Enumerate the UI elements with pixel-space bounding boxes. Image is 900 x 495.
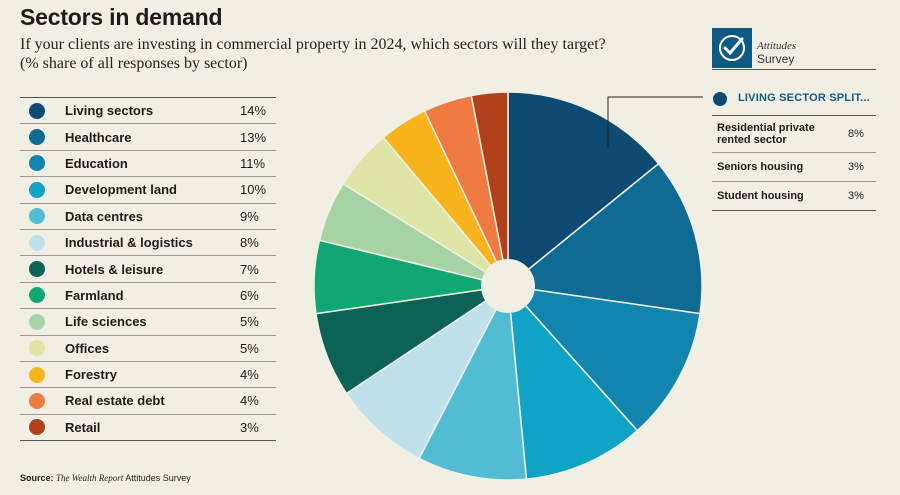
legend-item: Forestry 4% [20,362,276,389]
legend-item: Industrial & logistics 8% [20,230,276,257]
legend-value: 5% [240,340,259,356]
legend-swatch [29,366,45,383]
checkmark-icon [719,35,745,61]
split-value: 3% [848,190,864,202]
legend-swatch [29,340,45,357]
legend-value: 8% [240,235,259,251]
split-label-line1: Residential private [717,122,815,134]
legend: Living sectors 14% Healthcare 13% Education 1… [20,97,276,442]
split-label-line1: Student housing [717,190,804,202]
source-prefix: Source: [20,473,54,483]
attitudes-survey-logo [712,28,752,68]
legend-swatch [29,129,45,146]
legend-value: 5% [240,314,259,330]
logo-divider [712,69,876,70]
legend-label: Education [65,155,128,171]
split-label: Residential private rented sector [712,122,848,146]
living-split-table: Residential private rented sector 8% Senior… [712,115,876,211]
legend-swatch [29,155,45,172]
callout-leader-line [607,96,703,148]
legend-item: Living sectors 14% [20,98,276,125]
pie-slice-living-sectors [507,91,660,288]
legend-label: Hotels & leisure [65,261,164,277]
pie-slice-data-centres [418,283,528,481]
split-label-line1: Seniors housing [717,161,804,173]
logo-text-survey: Survey [757,52,795,66]
legend-label: Data centres [65,208,144,224]
legend-swatch [29,261,45,278]
legend-item: Education 11% [20,151,276,178]
chart-subtitle: If your clients are investing in commerc… [20,35,680,73]
legend-item: Data centres 9% [20,204,276,230]
legend-value: 7% [240,261,259,277]
pie-slice-healthcare [506,162,703,315]
subtitle-line-2: (% share of all responses by sector) [20,55,248,72]
legend-value: 9% [240,208,259,224]
legend-swatch [29,102,45,119]
donut-hole [481,259,535,313]
legend-value: 13% [240,129,267,145]
legend-label: Farmland [65,287,124,303]
legend-item: Farmland 6% [20,283,276,310]
logo-text-attitudes: Attitudes [757,40,797,52]
legend-value: 4% [240,393,259,409]
split-value: 3% [848,161,864,173]
subtitle-line-1: If your clients are investing in commerc… [20,36,606,53]
pie-slice-retail [470,91,509,287]
chart-title: Sectors in demand [20,4,223,30]
source-note: Source: The Wealth Report Attitudes Surv… [20,473,191,483]
legend-swatch [29,313,45,330]
legend-value: 4% [240,367,259,383]
source-suffix: Attitudes Survey [125,473,191,483]
legend-value: 3% [240,419,259,435]
legend-swatch [29,419,45,436]
split-label: Seniors housing [712,161,848,173]
living-sector-dot [713,92,727,106]
legend-item: Healthcare 13% [20,124,276,151]
legend-value: 14% [240,103,267,119]
split-row: Student housing 3% [712,182,876,211]
legend-swatch [29,234,45,251]
legend-item: Development land 10% [20,177,276,204]
legend-label: Industrial & logistics [65,235,193,251]
legend-label: Retail [65,419,101,435]
legend-item: Retail 3% [20,415,276,442]
split-label-line2: rented sector [717,134,787,146]
legend-swatch [29,208,45,225]
pie-slice-industrial-logistics [345,283,510,460]
source-publication: The Wealth Report [56,473,124,483]
legend-item: Real estate debt 4% [20,388,276,415]
legend-label: Living sectors [65,103,154,119]
legend-swatch [29,181,45,198]
legend-item: Hotels & leisure 7% [20,256,276,283]
pie-slice-education [506,284,701,432]
split-row: Seniors housing 3% [712,153,876,182]
legend-item: Offices 5% [20,336,276,362]
legend-value: 6% [240,287,259,303]
legend-label: Development land [65,182,177,198]
pie-slice-development-land [507,283,639,480]
legend-item: Life sciences 5% [20,309,276,336]
legend-value: 11% [240,155,266,171]
split-label: Student housing [712,190,848,202]
legend-label: Healthcare [65,129,132,145]
living-split-title: LIVING SECTOR SPLIT... [738,92,870,104]
legend-label: Life sciences [65,314,147,330]
split-row: Residential private rented sector 8% [712,116,876,153]
legend-label: Forestry [65,367,118,383]
legend-value: 10% [240,182,267,198]
legend-swatch [29,287,45,304]
legend-swatch [29,392,45,409]
legend-label: Offices [65,340,110,356]
legend-label: Real estate debt [65,393,165,409]
split-value: 8% [848,128,864,140]
